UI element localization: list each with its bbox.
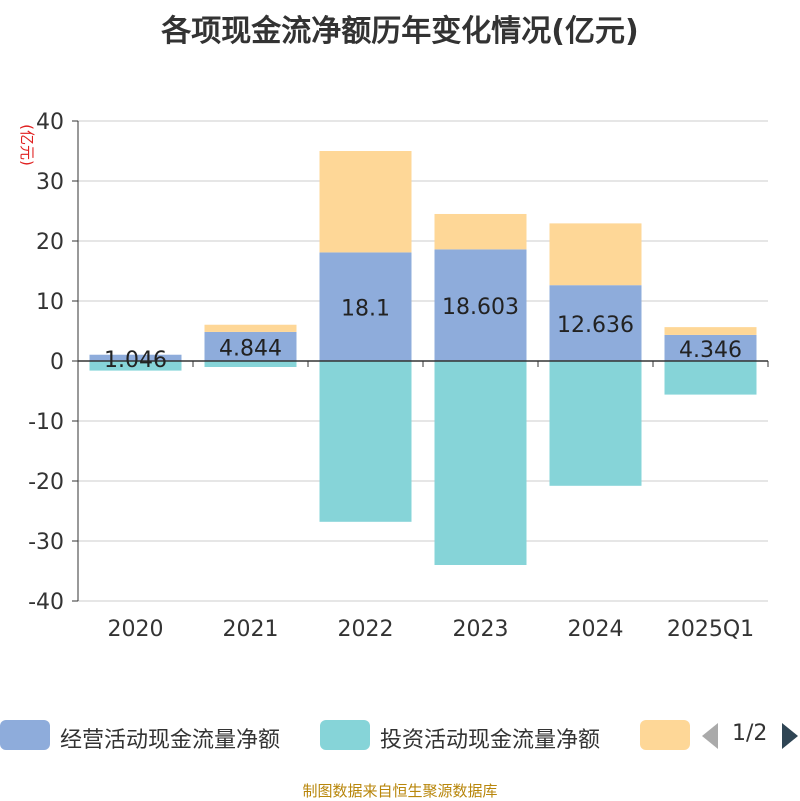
data-label-2021: 4.844 bbox=[219, 336, 282, 361]
bar-series0-2024 bbox=[549, 285, 642, 361]
legend-label-investing: 投资活动现金流量净额 bbox=[380, 728, 601, 753]
legend-item-operating[interactable]: 经营活动现金流量净额 bbox=[0, 718, 310, 753]
legend-item-investing[interactable]: 投资活动现金流量净额 bbox=[320, 718, 630, 753]
bar-series0-2025Q1 bbox=[664, 334, 757, 361]
legend-pager: 1/2 bbox=[700, 718, 800, 752]
legend-swatch-operating bbox=[0, 720, 50, 750]
x-tick-label-2021: 2021 bbox=[223, 617, 279, 642]
bar-series2-2024 bbox=[549, 223, 642, 286]
data-label-2020: 1.046 bbox=[104, 348, 167, 373]
legend-next-icon[interactable] bbox=[782, 723, 798, 749]
legend-swatch-financing bbox=[640, 720, 690, 750]
y-tick-label: -10 bbox=[28, 410, 64, 435]
y-tick-label: 10 bbox=[36, 290, 64, 315]
bar-series2-2022 bbox=[319, 151, 412, 253]
legend-label-operating: 经营活动现金流量净额 bbox=[60, 728, 281, 753]
y-tick-label: 40 bbox=[36, 110, 64, 135]
bar-series1-2024 bbox=[549, 361, 642, 486]
legend-prev-icon[interactable] bbox=[702, 723, 718, 749]
legend-page-indicator: 1/2 bbox=[732, 721, 768, 746]
x-tick-label-2022: 2022 bbox=[338, 617, 394, 642]
y-tick-label: -40 bbox=[28, 590, 64, 615]
data-label-2023: 18.603 bbox=[442, 295, 519, 320]
bar-series1-2025Q1 bbox=[664, 361, 757, 395]
x-tick-label-2025Q1: 2025Q1 bbox=[667, 617, 754, 642]
bar-series1-2020 bbox=[89, 361, 182, 371]
x-tick-label-2024: 2024 bbox=[568, 617, 624, 642]
y-tick-label: 20 bbox=[36, 230, 64, 255]
x-tick-label-2023: 2023 bbox=[453, 617, 509, 642]
bar-series2-2021 bbox=[204, 324, 297, 332]
y-tick-label: -20 bbox=[28, 470, 64, 495]
legend-swatch-investing bbox=[320, 720, 370, 750]
x-tick-label-2020: 2020 bbox=[108, 617, 164, 642]
bar-series0-2023 bbox=[434, 249, 527, 361]
y-tick-label: 0 bbox=[50, 350, 64, 375]
data-label-2022: 18.1 bbox=[341, 297, 390, 322]
bar-series2-2025Q1 bbox=[664, 327, 757, 335]
bar-series1-2023 bbox=[434, 361, 527, 565]
bar-series0-2021 bbox=[204, 331, 297, 361]
bar-series2-2023 bbox=[434, 213, 527, 250]
bar-series1-2021 bbox=[204, 361, 297, 367]
bar-series0-2020 bbox=[89, 354, 182, 361]
y-tick-label: -30 bbox=[28, 530, 64, 555]
data-label-2025Q1: 4.346 bbox=[679, 338, 742, 363]
bar-series0-2022 bbox=[319, 252, 412, 361]
bar-series1-2022 bbox=[319, 361, 412, 522]
data-label-2024: 12.636 bbox=[557, 313, 634, 338]
y-axis-label: (亿元) bbox=[18, 124, 36, 166]
source-note: 制图数据来自恒生聚源数据库 bbox=[302, 782, 498, 800]
y-tick-label: 30 bbox=[36, 170, 64, 195]
legend-item-financing[interactable] bbox=[640, 718, 690, 752]
chart-title: 各项现金流净额历年变化情况(亿元) bbox=[161, 14, 639, 49]
